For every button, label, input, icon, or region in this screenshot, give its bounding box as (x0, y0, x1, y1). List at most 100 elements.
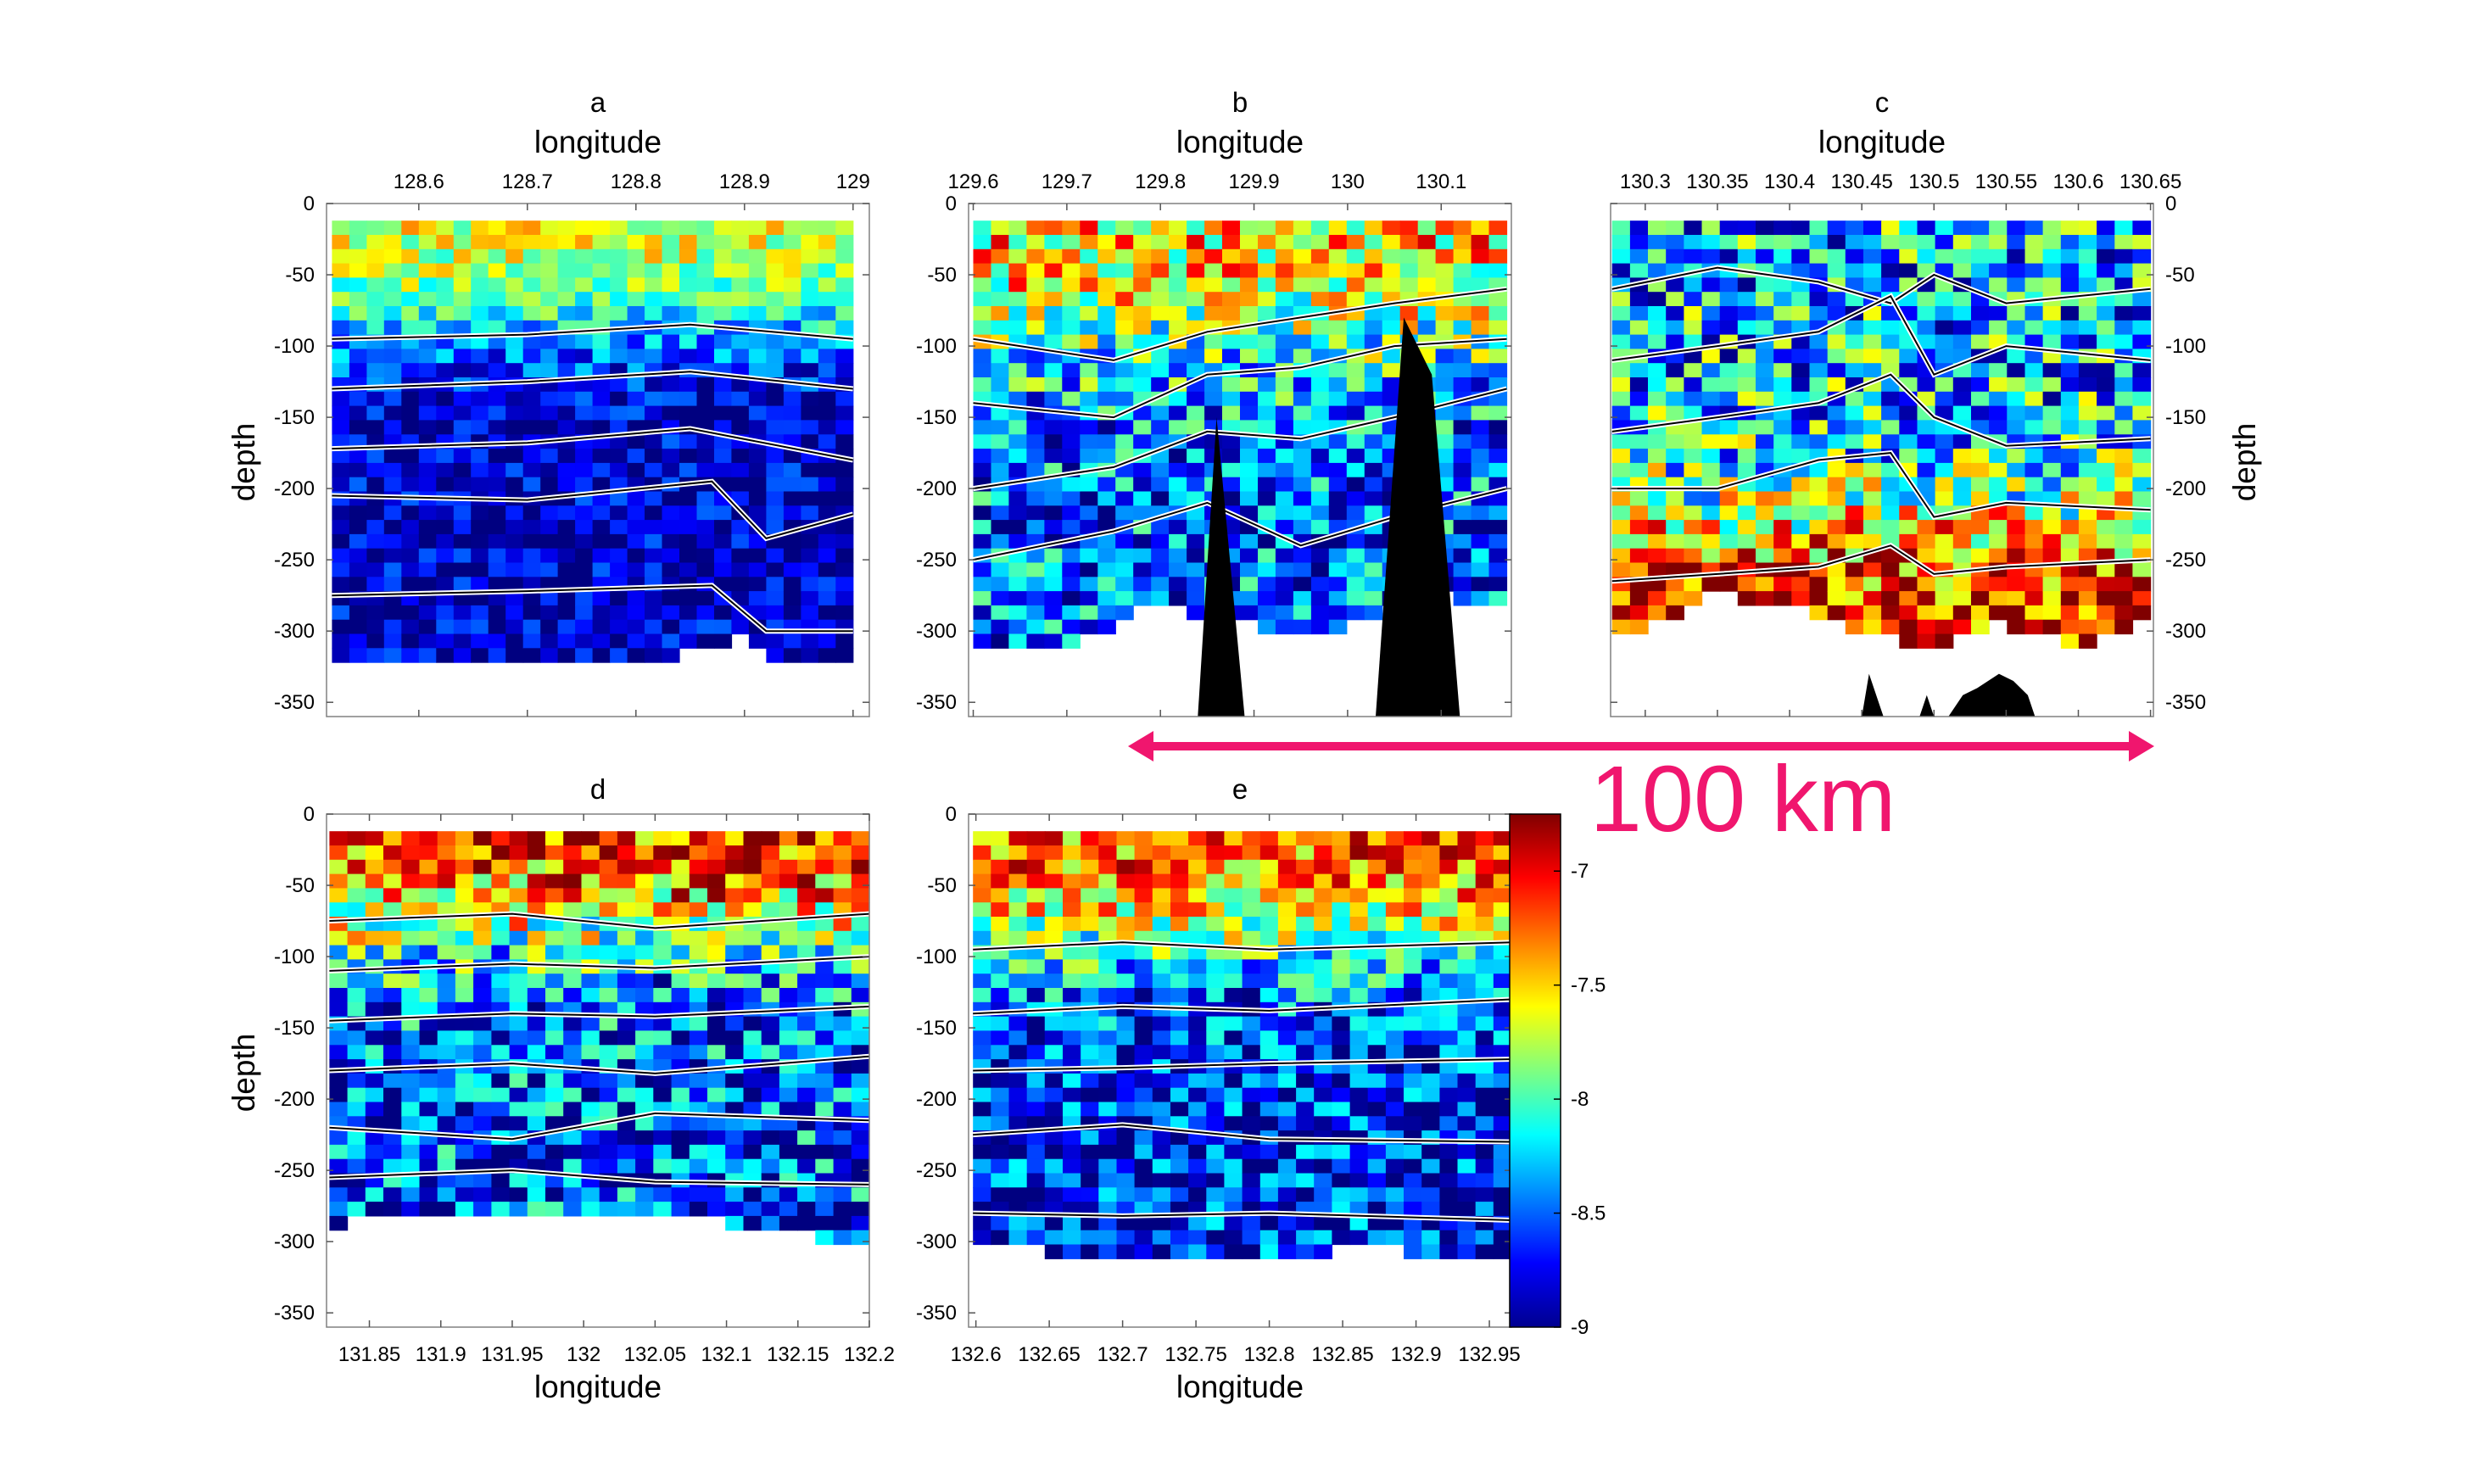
heatmap-cell (2078, 420, 2097, 435)
heatmap-cell (1791, 548, 1811, 564)
heatmap-cell (366, 363, 385, 378)
heatmap-cell (973, 505, 992, 521)
heatmap-cell (1471, 477, 1490, 493)
heatmap-cell (1971, 591, 1990, 606)
heatmap-cell (1170, 1087, 1189, 1103)
heatmap-cell (1666, 449, 1684, 464)
heatmap-cell (1063, 1158, 1081, 1174)
heatmap-cell (1134, 1244, 1153, 1259)
heatmap-cell (743, 888, 762, 903)
heatmap-cell (401, 1187, 421, 1202)
heatmap-cell (610, 277, 628, 293)
heatmap-cell (801, 405, 819, 421)
heatmap-cell (748, 562, 767, 577)
heatmap-cell (662, 292, 680, 307)
heatmap-cell (366, 619, 385, 635)
heatmap-cell (1115, 391, 1134, 407)
heatmap-cell (2024, 505, 2044, 521)
heatmap-cell (1791, 263, 1811, 278)
heatmap-cell (1170, 988, 1189, 1003)
heatmap-cell (2060, 505, 2080, 521)
heatmap-cell (1026, 377, 1045, 393)
heatmap-cell (991, 902, 1010, 918)
heatmap-cell (1367, 1073, 1387, 1089)
heatmap-cell (743, 1144, 762, 1160)
heatmap-cell (1701, 363, 1721, 378)
heatmap-cell (557, 306, 576, 321)
heatmap-cell (707, 974, 726, 989)
heatmap-cell (725, 1215, 744, 1231)
heatmap-cell (1475, 859, 1494, 875)
heatmap-cell (401, 888, 421, 903)
heatmap-cell (689, 845, 708, 861)
heatmap-cell (973, 263, 992, 278)
heatmap-cell (1258, 220, 1276, 236)
heatmap-cell (505, 248, 524, 265)
heatmap-cell (2042, 520, 2062, 535)
heatmap-cell (833, 1102, 852, 1117)
heatmap-cell (1008, 1158, 1028, 1174)
heatmap-cell (522, 505, 541, 521)
heatmap-cell (1421, 1116, 1440, 1131)
heatmap-cell (563, 1016, 582, 1031)
heatmap-cell (1493, 1144, 1512, 1160)
heatmap-cell (973, 533, 992, 550)
heatmap-cell (471, 263, 489, 278)
heatmap-cell (714, 292, 733, 307)
heatmap-cell (527, 917, 546, 932)
heatmap-cell (491, 1102, 511, 1117)
heatmap-cell (1453, 349, 1472, 364)
heatmap-cell (2007, 377, 2026, 393)
heatmap-cell (1756, 248, 1774, 265)
heatmap-cell (1063, 1230, 1081, 1246)
heatmap-cell (1684, 391, 1703, 407)
heatmap-cell (1275, 220, 1294, 236)
heatmap-cell (419, 888, 438, 903)
heatmap-cell (2007, 306, 2026, 321)
heatmap-cell (783, 548, 801, 564)
heatmap-cell (1684, 292, 1703, 307)
heatmap-cell (1296, 888, 1315, 903)
heatmap-cell (1493, 1244, 1512, 1259)
heatmap-cell (748, 248, 767, 265)
heatmap-cell (1026, 888, 1046, 903)
heatmap-cell (1277, 917, 1297, 932)
heatmap-cell (599, 845, 618, 861)
y-tick-label: -200 (916, 1088, 957, 1111)
heatmap-cell (610, 391, 628, 407)
heatmap-cell (437, 873, 456, 889)
heatmap-cell (818, 277, 836, 293)
heatmap-cell (1952, 477, 1972, 493)
heatmap-cell (1421, 988, 1440, 1003)
heatmap-cell (1899, 577, 1918, 592)
heatmap-cell (1332, 1158, 1351, 1174)
heatmap-cell (851, 959, 870, 974)
heatmap-cell (1277, 1158, 1297, 1174)
heatmap-cell (527, 1073, 546, 1089)
heatmap-cell (581, 930, 600, 946)
heatmap-cell (779, 1030, 798, 1046)
heatmap-cell (1346, 391, 1365, 407)
heatmap-cell (645, 235, 663, 250)
heatmap-cell (833, 974, 852, 989)
heatmap-cell (662, 533, 680, 550)
heatmap-cell (366, 391, 385, 407)
heatmap-cell (1364, 591, 1383, 606)
heatmap-cell (563, 945, 582, 960)
heatmap-cell (1666, 605, 1684, 621)
heatmap-cell (563, 1073, 582, 1089)
heatmap-cell (635, 1116, 654, 1131)
heatmap-cell (1684, 277, 1703, 293)
heatmap-cell (401, 1073, 421, 1089)
heatmap-cell (1737, 363, 1756, 378)
heatmap-cell (453, 449, 472, 464)
heatmap-cell (679, 462, 698, 478)
heatmap-cell (2114, 235, 2134, 250)
heatmap-cell (1364, 248, 1383, 265)
heatmap-cell (436, 577, 455, 592)
heatmap-cell (1116, 1030, 1136, 1046)
heatmap-cell (2078, 363, 2097, 378)
heatmap-cell (1224, 831, 1243, 846)
heatmap-cell (1062, 235, 1081, 250)
heatmap-cell (1080, 377, 1098, 393)
